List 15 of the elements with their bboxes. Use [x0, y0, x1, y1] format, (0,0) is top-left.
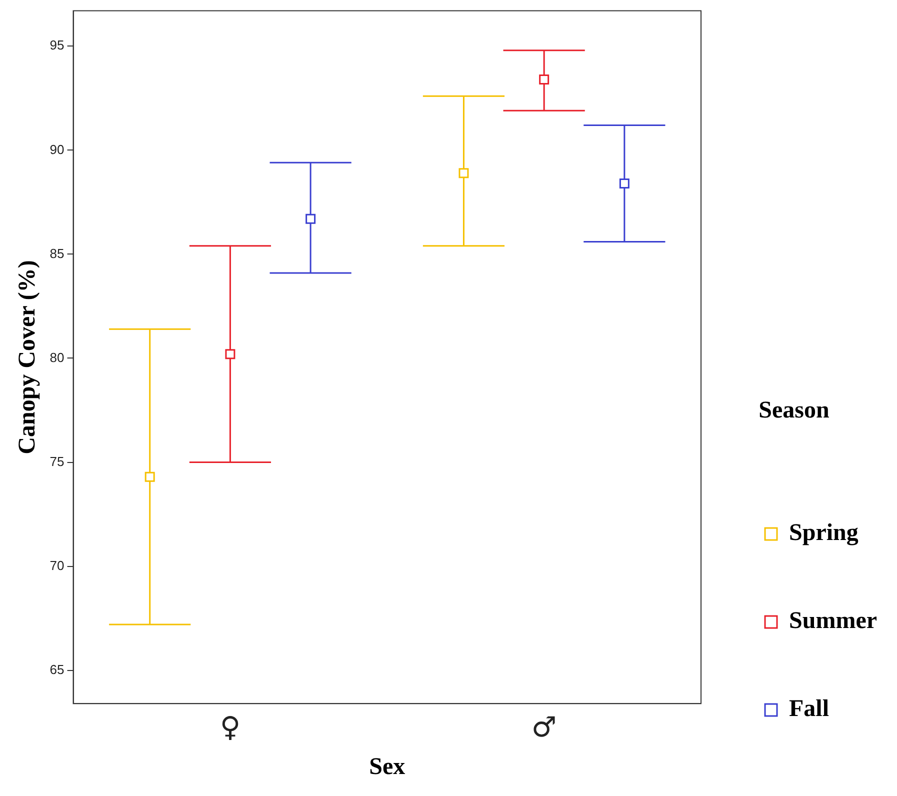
legend-title: Season: [758, 397, 830, 424]
legend-label: Spring: [789, 520, 858, 546]
y-tick-label: 95: [50, 38, 64, 53]
y-tick-label: 70: [50, 558, 64, 573]
x-tick-label: ♀: [220, 710, 240, 744]
legend-label: Fall: [789, 696, 830, 722]
y-tick-label: 80: [50, 350, 64, 365]
y-tick-label: 75: [50, 454, 64, 469]
x-tick-label: ♂: [532, 710, 557, 744]
y-axis-title: Canopy Cover (%): [14, 260, 41, 454]
legend-label: Summer: [789, 608, 878, 634]
x-axis-title: Sex: [369, 754, 406, 780]
y-tick-label: 85: [50, 246, 64, 261]
y-tick-label: 90: [50, 142, 64, 157]
y-tick-label: 65: [50, 662, 64, 677]
